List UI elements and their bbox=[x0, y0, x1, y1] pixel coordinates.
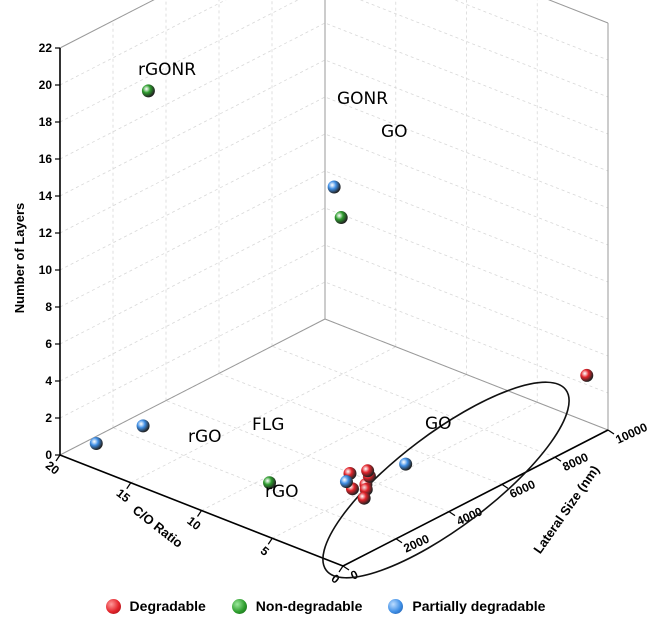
frame-edge bbox=[59, 318, 326, 456]
wall-grid-line bbox=[59, 244, 609, 382]
legend-marker-green bbox=[231, 598, 247, 614]
y-tick-label: 6 bbox=[45, 337, 52, 351]
y-tick-label: 20 bbox=[39, 78, 53, 92]
z-tick-mark bbox=[448, 511, 456, 517]
legend-label: Non-degradable bbox=[255, 598, 363, 614]
chart-3d-scatter: 0246810121416182022051015200200040006000… bbox=[12, 0, 650, 587]
z-axis-title: Lateral Size (nm) bbox=[530, 463, 602, 557]
z-tick-mark bbox=[501, 483, 509, 489]
point-degradable bbox=[357, 491, 371, 505]
wall-grid-line bbox=[59, 0, 609, 49]
legend-item-non-degradable: Non-degradable bbox=[231, 598, 363, 614]
annotation-label: rGONR bbox=[138, 60, 196, 80]
x-tick-mark bbox=[55, 454, 61, 462]
z-tick-mark bbox=[342, 565, 350, 571]
annotation-label: FLG bbox=[252, 415, 284, 435]
x-tick-mark bbox=[267, 537, 273, 545]
floor-grid-line bbox=[201, 374, 467, 511]
y-tick-label: 4 bbox=[45, 374, 52, 388]
annotation-label: GONR bbox=[337, 89, 388, 109]
z-tick-label: 0 bbox=[348, 567, 360, 583]
floor-grid-line bbox=[165, 400, 450, 512]
legend: Degradable Non-degradable Partially degr… bbox=[0, 586, 651, 626]
y-tick-label: 2 bbox=[45, 411, 52, 425]
floor-grid-line bbox=[112, 427, 397, 540]
x-tick-label: 10 bbox=[184, 514, 203, 533]
x-axis-title: C/O Ratio bbox=[130, 502, 186, 550]
legend-label: Degradable bbox=[129, 598, 206, 614]
point-non-degradable bbox=[263, 476, 277, 490]
wall-grid-line bbox=[59, 318, 609, 456]
axis-frame bbox=[59, 0, 609, 567]
x-tick-label: 15 bbox=[114, 486, 133, 505]
cluster-ellipse bbox=[322, 381, 570, 579]
y-tick-label: 22 bbox=[39, 41, 53, 55]
wall-grid-line bbox=[59, 96, 609, 234]
x-tick-mark bbox=[338, 565, 344, 573]
y-axis-title: Number of Layers bbox=[12, 203, 27, 314]
y-tick-label: 14 bbox=[39, 189, 53, 203]
x-tick-mark bbox=[197, 510, 202, 517]
x-tick-mark bbox=[126, 482, 132, 490]
data-points bbox=[89, 84, 594, 505]
legend-label: Partially degradable bbox=[412, 598, 546, 614]
floor-grid-line bbox=[271, 345, 556, 458]
wall-grid-line bbox=[59, 59, 609, 197]
point-partially-degradable bbox=[339, 475, 353, 489]
wall-grid-line bbox=[59, 133, 609, 271]
legend-item-degradable: Degradable bbox=[105, 598, 206, 614]
wall-grid-line bbox=[59, 0, 609, 123]
frame-edge bbox=[547, 0, 609, 24]
legend-item-partially-degradable: Partially degradable bbox=[388, 598, 545, 614]
point-partially-degradable bbox=[89, 437, 103, 451]
wall-grid-line bbox=[59, 22, 609, 160]
floor-grid-line bbox=[218, 373, 503, 485]
point-partially-degradable bbox=[136, 419, 150, 433]
wall-grid-line bbox=[59, 0, 609, 86]
point-annotations: rGONR GONR GO rGO FLG rGO GO bbox=[138, 60, 452, 502]
wall-grid-line bbox=[59, 170, 609, 308]
z-tick-mark bbox=[395, 538, 403, 544]
highlight-ellipse bbox=[322, 381, 570, 579]
point-degradable bbox=[580, 368, 594, 382]
point-non-degradable bbox=[334, 211, 348, 225]
z-tick-label: 10000 bbox=[613, 420, 649, 447]
annotation-label: rGO bbox=[188, 427, 222, 447]
z-tick-mark bbox=[554, 456, 562, 462]
z-tick-label: 6000 bbox=[507, 477, 537, 501]
frame-edge bbox=[59, 0, 155, 49]
axis-titles: Number of Layers C/O Ratio Lateral Size … bbox=[12, 203, 602, 557]
annotation-label: rGO bbox=[265, 482, 299, 502]
z-tick-mark bbox=[607, 429, 615, 435]
z-tick-label: 2000 bbox=[401, 531, 431, 555]
floor-grid-line bbox=[272, 401, 538, 539]
x-tick-label: 5 bbox=[258, 544, 272, 559]
frame-edge bbox=[324, 318, 609, 431]
y-tick-label: 8 bbox=[45, 300, 52, 314]
point-degradable bbox=[361, 464, 375, 478]
point-non-degradable bbox=[141, 84, 155, 98]
point-partially-degradable bbox=[327, 180, 341, 194]
wall-grid-line bbox=[59, 281, 609, 419]
legend-marker-blue bbox=[388, 598, 404, 614]
floor-grid-line bbox=[130, 346, 396, 484]
z-tick-label: 4000 bbox=[454, 504, 484, 528]
y-tick-label: 0 bbox=[45, 448, 52, 462]
y-tick-label: 10 bbox=[39, 263, 53, 277]
annotation-label: GO bbox=[381, 122, 408, 142]
point-partially-degradable bbox=[399, 457, 413, 471]
y-tick-label: 12 bbox=[39, 226, 53, 240]
z-axis-line bbox=[342, 429, 609, 567]
y-tick-label: 18 bbox=[39, 115, 53, 129]
y-tick-label: 16 bbox=[39, 152, 53, 166]
annotation-label: GO bbox=[425, 414, 452, 434]
wall-grid-line bbox=[59, 207, 609, 345]
legend-marker-red bbox=[105, 598, 121, 614]
